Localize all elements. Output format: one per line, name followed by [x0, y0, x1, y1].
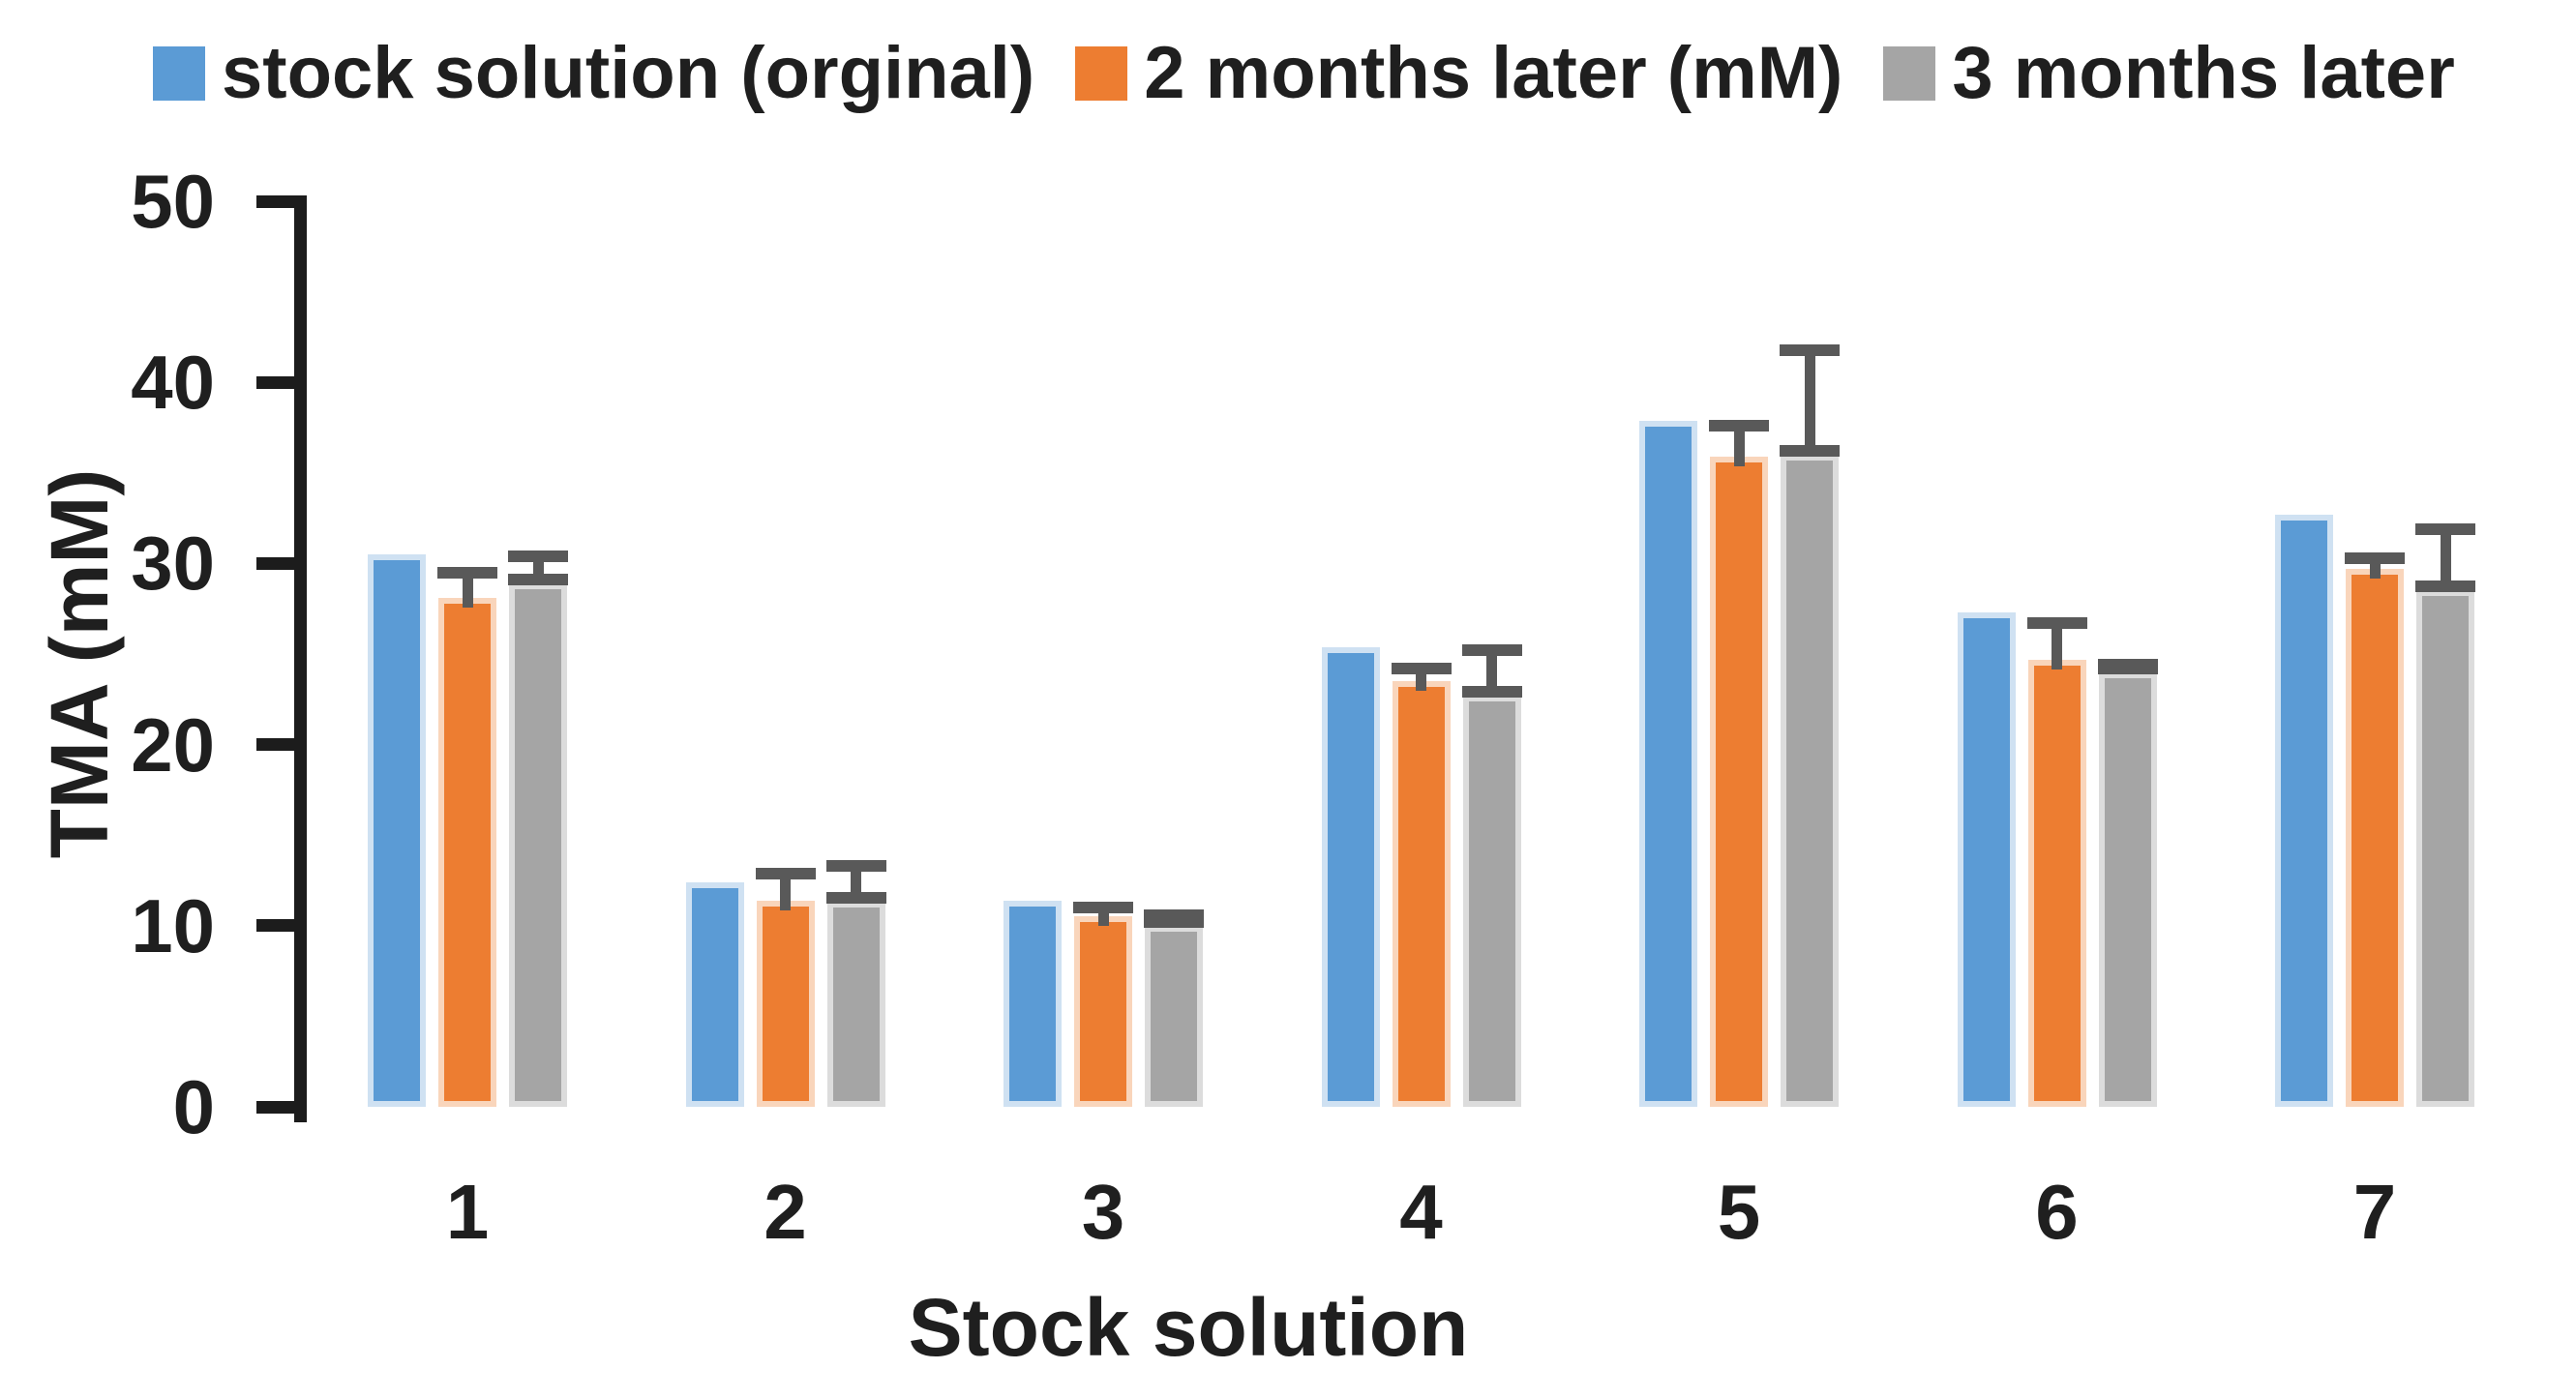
- legend-label-3-months: 3 months later: [1952, 32, 2455, 114]
- error-cap-top-series3-cat7: [2415, 522, 2475, 535]
- error-whisker-series3-cat2: [851, 866, 861, 903]
- x-tick-label-3: 3: [1081, 1169, 1125, 1255]
- error-cap-top-series2-cat4: [1391, 662, 1452, 674]
- error-cap-top-series3-cat2: [825, 860, 886, 873]
- legend-swatch-blue: [153, 45, 205, 101]
- bar-series2-cat6: [2027, 659, 2086, 1107]
- y-tick-label-0: 0: [172, 1064, 215, 1149]
- error-cap-top-series3-cat5: [1780, 343, 1840, 356]
- bar-series2-cat3: [1074, 916, 1132, 1107]
- legend-item-3-months: 3 months later: [1883, 32, 2455, 114]
- bar-series3-cat5: [1781, 455, 1839, 1107]
- error-cap-bottom-series3-cat4: [1461, 686, 1522, 699]
- bar-series1-cat6: [1957, 611, 2016, 1107]
- bar-series1-cat1: [368, 554, 426, 1107]
- y-axis-line: [294, 195, 307, 1122]
- y-tick-label-50: 50: [131, 159, 215, 244]
- bar-series2-cat5: [1710, 456, 1768, 1107]
- error-cap-top-series2-cat1: [437, 566, 497, 579]
- bar-series2-cat4: [1392, 681, 1451, 1107]
- y-axis-tick-30: [256, 556, 307, 570]
- bar-series3-cat2: [826, 902, 885, 1107]
- x-tick-label-2: 2: [764, 1169, 807, 1255]
- x-tick-label-1: 1: [445, 1169, 490, 1255]
- error-cap-bottom-series3-cat6: [2097, 662, 2158, 674]
- error-cap-top-series3-cat1: [508, 550, 568, 562]
- x-tick-label-4: 4: [1399, 1169, 1443, 1255]
- error-whisker-series3-cat7: [2440, 528, 2451, 591]
- legend-label-stock-solution: stock solution (orginal): [222, 32, 1035, 114]
- x-axis-title: Stock solution: [908, 1282, 1469, 1373]
- bar-series1-cat5: [1639, 420, 1697, 1107]
- error-cap-bottom-series3-cat1: [508, 573, 568, 585]
- error-whisker-series2-cat6: [2052, 623, 2062, 670]
- legend-item-stock-solution: stock solution (orginal): [153, 33, 1034, 114]
- error-cap-top-series2-cat3: [1073, 902, 1133, 914]
- bar-series1-cat2: [685, 881, 744, 1107]
- y-axis-tick-40: [256, 375, 307, 389]
- legend-label-2-months: 2 months later (mM): [1144, 32, 1843, 114]
- legend-item-2-months: 2 months later (mM): [1075, 33, 1842, 114]
- error-whisker-series2-cat3: [1097, 908, 1109, 927]
- y-axis-tick-20: [256, 738, 307, 752]
- y-axis-tick-0: [256, 1100, 307, 1114]
- error-whisker-series2-cat1: [462, 572, 473, 608]
- bar-series3-cat4: [1462, 696, 1521, 1107]
- error-cap-top-series3-cat4: [1461, 644, 1522, 657]
- error-whisker-series2-cat7: [2369, 557, 2381, 579]
- error-cap-top-series2-cat7: [2345, 551, 2405, 564]
- y-tick-label-40: 40: [131, 340, 215, 426]
- y-tick-label-10: 10: [131, 882, 215, 968]
- error-whisker-series2-cat4: [1416, 668, 1426, 692]
- error-cap-top-series2-cat5: [1709, 420, 1769, 432]
- x-tick-label-5: 5: [1717, 1169, 1761, 1255]
- error-whisker-series2-cat2: [780, 873, 791, 910]
- error-cap-top-series2-cat6: [2026, 617, 2087, 630]
- error-cap-bottom-series3-cat5: [1780, 445, 1840, 458]
- y-axis-tick-10: [256, 919, 307, 933]
- bar-series2-cat2: [756, 900, 815, 1107]
- error-cap-bottom-series3-cat3: [1144, 915, 1204, 928]
- bar-series2-cat7: [2346, 569, 2404, 1107]
- error-whisker-series3-cat4: [1486, 650, 1497, 697]
- y-axis-tick-50: [256, 194, 307, 208]
- x-tick-label-6: 6: [2035, 1169, 2079, 1255]
- bar-series3-cat7: [2416, 590, 2474, 1107]
- bar-series3-cat3: [1145, 925, 1203, 1107]
- legend-swatch-orange: [1075, 45, 1128, 101]
- bar-series2-cat1: [438, 597, 496, 1107]
- bar-series1-cat4: [1321, 646, 1380, 1107]
- bar-series1-cat3: [1003, 900, 1062, 1107]
- bar-series3-cat1: [509, 582, 567, 1107]
- error-whisker-series2-cat5: [1733, 426, 1745, 466]
- error-cap-bottom-series3-cat2: [825, 892, 886, 905]
- bar-series3-cat6: [2098, 671, 2157, 1107]
- error-whisker-series3-cat5: [1804, 349, 1815, 456]
- y-tick-label-20: 20: [131, 701, 215, 788]
- legend-swatch-gray: [1883, 45, 1936, 101]
- x-tick-label-7: 7: [2352, 1169, 2397, 1255]
- error-cap-bottom-series3-cat7: [2415, 580, 2475, 593]
- chart-legend: stock solution (orginal) 2 months later …: [153, 33, 2455, 114]
- bar-series1-cat7: [2275, 514, 2333, 1107]
- error-whisker-series3-cat1: [532, 555, 544, 583]
- error-cap-top-series2-cat2: [755, 867, 816, 879]
- y-tick-label-30: 30: [131, 521, 215, 607]
